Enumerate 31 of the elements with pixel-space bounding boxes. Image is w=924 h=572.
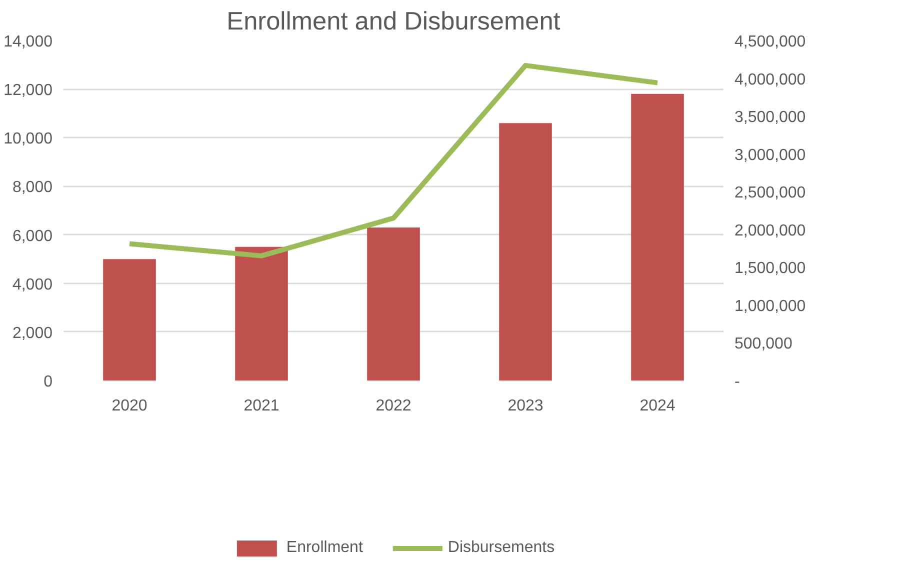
y2-tick-label: 1,000,000	[734, 298, 806, 315]
y2-tick-label: 4,000,000	[734, 71, 806, 88]
y-tick-label: 8,000	[12, 179, 53, 196]
bar	[499, 123, 552, 380]
bar	[103, 259, 156, 380]
chart-title: Enrollment and Disbursement	[226, 8, 560, 36]
bar	[631, 94, 684, 380]
legend-label: Disbursements	[448, 539, 555, 558]
y-tick-label: 12,000	[4, 82, 53, 100]
y-tick-label: 0	[44, 374, 53, 390]
bar	[367, 228, 420, 380]
legend-label: Enrollment	[286, 539, 363, 558]
y-tick-label: 10,000	[4, 130, 53, 148]
y2-tick-label: 2,500,000	[734, 184, 806, 202]
y2-tick-label: 3,500,000	[734, 109, 806, 126]
y2-tick-label: -	[734, 374, 740, 390]
y2-tick-label: 4,500,000	[734, 34, 806, 50]
x-tick-label: 2021	[244, 398, 280, 414]
y-tick-label: 14,000	[4, 34, 53, 50]
y-tick-label: 6,000	[12, 228, 53, 245]
y2-tick-label: 500,000	[734, 336, 792, 353]
x-tick-label: 2022	[376, 398, 412, 414]
x-tick-label: 2020	[112, 398, 148, 414]
bar	[235, 246, 288, 380]
y2-tick-label: 3,000,000	[734, 146, 806, 164]
x-tick-label: 2024	[640, 398, 676, 414]
y-tick-label: 4,000	[12, 276, 53, 294]
y2-tick-label: 1,500,000	[734, 260, 806, 278]
y2-tick-label: 2,000,000	[734, 222, 806, 240]
x-tick-label: 2023	[508, 398, 544, 414]
y-tick-label: 2,000	[12, 324, 53, 342]
